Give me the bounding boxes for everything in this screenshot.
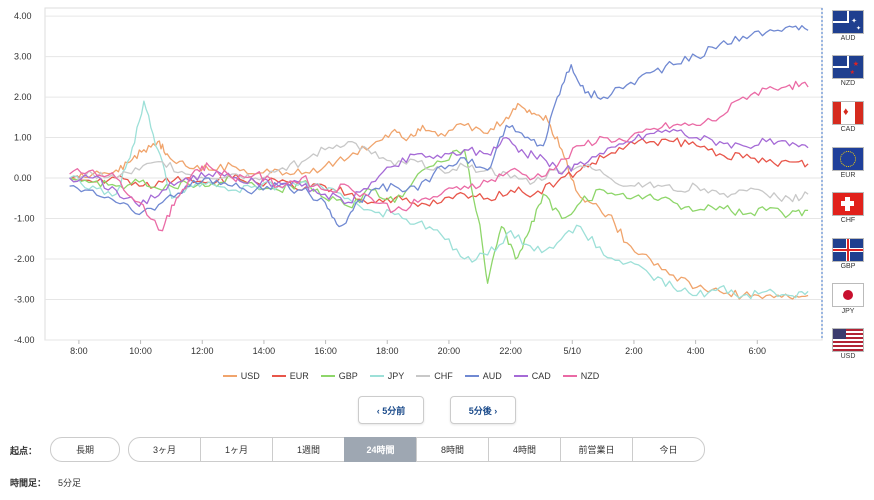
legend-swatch bbox=[222, 375, 237, 377]
flag-code-label: AUD bbox=[840, 35, 856, 42]
aud-flag-icon: ✦ ✦ bbox=[832, 10, 864, 34]
usd-flag-icon bbox=[832, 328, 864, 352]
legend-item-gbp[interactable]: GBP bbox=[320, 371, 358, 381]
x-tick-label: 16:00 bbox=[314, 346, 337, 356]
x-tick-label: 10:00 bbox=[129, 346, 152, 356]
timeframe-label: 時間足： bbox=[10, 478, 47, 488]
x-tick-label: 18:00 bbox=[376, 346, 399, 356]
legend-swatch bbox=[513, 375, 528, 377]
legend-item-chf[interactable]: CHF bbox=[416, 371, 453, 381]
series-line-gbp bbox=[69, 149, 809, 284]
y-tick-label: 3.00 bbox=[14, 52, 32, 62]
y-tick-label: -1.00 bbox=[14, 214, 35, 224]
series-line-nzd bbox=[69, 80, 809, 232]
series-line-aud bbox=[69, 25, 809, 228]
legend-swatch bbox=[369, 375, 384, 377]
period-option[interactable]: 1ヶ月 bbox=[200, 437, 273, 462]
legend-swatch bbox=[562, 375, 577, 377]
gbp-flag-icon bbox=[832, 238, 864, 262]
x-tick-label: 20:00 bbox=[438, 346, 461, 356]
legend: USD EUR GBP JPY CHF AUD CAD NZD bbox=[0, 369, 822, 381]
chart: 4.00 3.00 2.00 1.00 0.00 -1.00 -2.00 -3.00 -4.00… bbox=[14, 7, 823, 356]
y-tick-label: -2.00 bbox=[14, 254, 35, 264]
x-tick-label: 2:00 bbox=[625, 346, 643, 356]
legend-item-nzd[interactable]: NZD bbox=[562, 371, 600, 381]
legend-label: EUR bbox=[289, 371, 309, 381]
y-tick-label: 2.00 bbox=[14, 92, 32, 102]
legend-item-aud[interactable]: AUD bbox=[464, 371, 502, 381]
period-long-button[interactable]: 長期 bbox=[50, 437, 120, 462]
flag-nzd[interactable]: ★ ★ NZD bbox=[832, 55, 864, 87]
legend-item-jpy[interactable]: JPY bbox=[369, 371, 405, 381]
flag-jpy[interactable]: JPY bbox=[832, 283, 864, 315]
x-tick-label: 14:00 bbox=[253, 346, 276, 356]
flag-code-label: GBP bbox=[840, 263, 856, 270]
x-tick-label: 5/10 bbox=[564, 346, 582, 356]
flag-aud[interactable]: ✦ ✦ AUD bbox=[832, 10, 864, 42]
period-option[interactable]: 今日 bbox=[632, 437, 705, 462]
next-5min-button[interactable]: 5分後 › bbox=[450, 396, 516, 424]
legend-label: GBP bbox=[338, 371, 358, 381]
series-line-cad bbox=[69, 128, 809, 208]
x-tick-label: 22:00 bbox=[499, 346, 522, 356]
y-tick-label: -3.00 bbox=[14, 295, 35, 305]
eur-flag-icon bbox=[832, 147, 864, 171]
series-line-jpy bbox=[69, 100, 809, 300]
period-option[interactable]: 8時間 bbox=[416, 437, 489, 462]
cad-flag-icon: ♦ bbox=[832, 101, 864, 125]
legend-item-cad[interactable]: CAD bbox=[513, 371, 551, 381]
legend-label: USD bbox=[240, 371, 260, 381]
flag-chf[interactable]: CHF bbox=[832, 192, 864, 224]
legend-swatch bbox=[320, 375, 335, 377]
flag-code-label: EUR bbox=[840, 172, 856, 179]
y-tick-label: 1.00 bbox=[14, 133, 32, 143]
period-option[interactable]: 前営業日 bbox=[560, 437, 633, 462]
flag-cad[interactable]: ♦ CAD bbox=[832, 101, 864, 133]
legend-item-eur[interactable]: EUR bbox=[271, 371, 309, 381]
legend-label: JPY bbox=[387, 371, 405, 381]
period-option[interactable]: 4時間 bbox=[488, 437, 561, 462]
x-tick-label: 4:00 bbox=[687, 346, 705, 356]
legend-swatch bbox=[464, 375, 479, 377]
prev-5min-button[interactable]: ‹ 5分前 bbox=[358, 396, 424, 424]
x-tick-label: 8:00 bbox=[70, 346, 88, 356]
x-tick-label: 12:00 bbox=[191, 346, 214, 356]
x-tick-label: 6:00 bbox=[749, 346, 767, 356]
jpy-flag-icon bbox=[832, 283, 864, 307]
legend-label: AUD bbox=[482, 371, 502, 381]
flag-code-label: USD bbox=[840, 353, 856, 360]
period-option[interactable]: 3ヶ月 bbox=[128, 437, 201, 462]
flag-code-label: CHF bbox=[840, 217, 856, 224]
flag-code-label: NZD bbox=[840, 80, 856, 87]
flag-gbp[interactable]: GBP bbox=[832, 238, 864, 270]
legend-item-usd[interactable]: USD bbox=[222, 371, 260, 381]
flag-code-label: CAD bbox=[840, 126, 856, 133]
flag-code-label: JPY bbox=[841, 308, 855, 315]
y-tick-label: 0.00 bbox=[14, 173, 32, 183]
legend-swatch bbox=[416, 375, 431, 377]
legend-label: CHF bbox=[434, 371, 453, 381]
nzd-flag-icon: ★ ★ bbox=[832, 55, 864, 79]
legend-label: CAD bbox=[531, 371, 551, 381]
series-line-eur bbox=[69, 137, 809, 208]
flag-usd[interactable]: USD bbox=[832, 328, 864, 360]
legend-swatch bbox=[271, 375, 286, 377]
y-tick-label: -4.00 bbox=[14, 335, 35, 345]
timeframe-value: 5分足 bbox=[58, 478, 82, 488]
series-line-usd bbox=[69, 102, 809, 300]
start-point-label: 起点： bbox=[10, 446, 38, 456]
flag-eur[interactable]: EUR bbox=[832, 147, 864, 179]
y-tick-label: 4.00 bbox=[14, 11, 32, 21]
chf-flag-icon bbox=[832, 192, 864, 216]
legend-label: NZD bbox=[580, 371, 600, 381]
period-option[interactable]: 24時間 bbox=[344, 437, 417, 462]
period-option[interactable]: 1週間 bbox=[272, 437, 345, 462]
